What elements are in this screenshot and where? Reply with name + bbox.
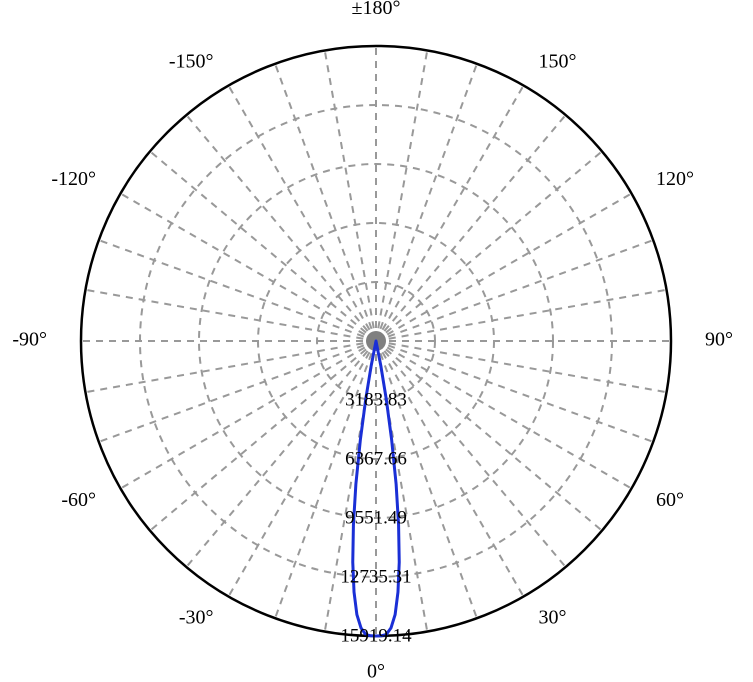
angle-tick-label: ±180° (352, 0, 401, 19)
angle-tick-label: 30° (539, 607, 567, 629)
radial-tick-label: 3183.83 (345, 389, 407, 410)
angle-tick-label: -60° (61, 489, 96, 511)
angle-tick-label: -30° (179, 607, 214, 629)
angle-tick-label: -90° (12, 329, 47, 351)
radial-tick-label: 12735.31 (340, 566, 411, 587)
angle-tick-label: -150° (169, 51, 214, 73)
angle-tick-label: 150° (539, 51, 577, 73)
radial-tick-label: 6367.66 (345, 448, 407, 469)
radial-tick-label: 9551.49 (345, 507, 407, 528)
angle-tick-label: 120° (656, 168, 694, 190)
angle-tick-label: -120° (51, 168, 96, 190)
angle-tick-label: 90° (705, 329, 733, 351)
polar-chart: 3183.83 6367.66 9551.49 12735.31 15919.14 ±18… (0, 0, 753, 682)
angle-tick-label: 0° (367, 661, 385, 682)
angle-tick-label: 60° (656, 489, 684, 511)
radial-tick-label: 15919.14 (340, 625, 412, 646)
